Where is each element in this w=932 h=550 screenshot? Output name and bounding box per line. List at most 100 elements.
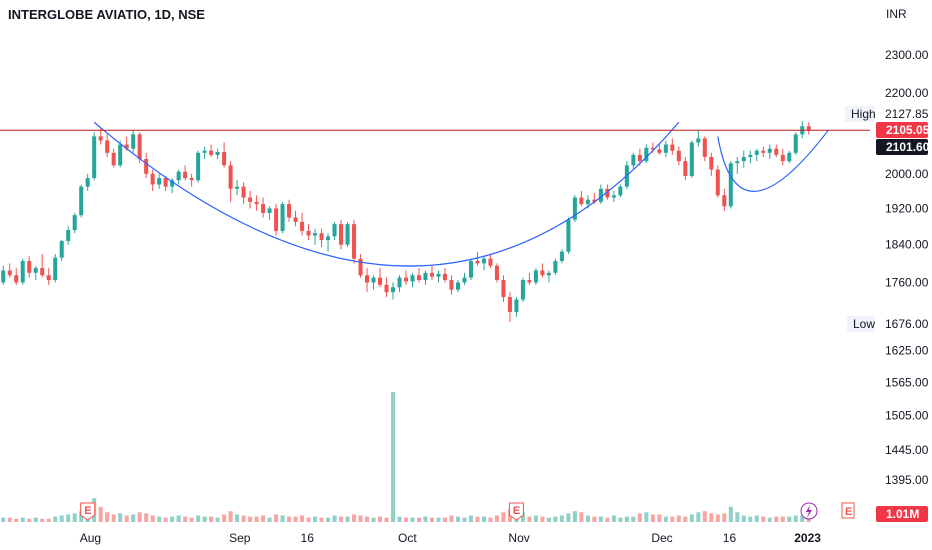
prev-close-tag-bg[interactable] <box>876 139 928 155</box>
y-tick-label: 1920.00 <box>885 201 929 215</box>
x-tick-label: 2023 <box>794 531 821 545</box>
candle-body <box>85 178 90 187</box>
candle-body <box>754 150 759 155</box>
volume-bar <box>352 514 357 522</box>
candle-body <box>650 147 655 150</box>
candle-body <box>715 169 720 196</box>
volume-bar <box>436 517 441 522</box>
candle-body <box>358 258 363 276</box>
volume-bar <box>319 517 324 522</box>
volume-bar <box>274 514 279 522</box>
candle-body <box>572 197 577 220</box>
candle-body <box>410 275 415 282</box>
candle-body <box>345 224 350 245</box>
candle-body <box>46 275 51 281</box>
candle-body <box>261 204 266 213</box>
candle-body <box>481 258 486 264</box>
candle-body <box>501 280 506 298</box>
symbol-title[interactable]: INTERGLOBE AVIATIO, 1D, NSE <box>8 7 205 22</box>
candle-body <box>494 265 499 281</box>
candle-body <box>780 154 785 162</box>
candle-body <box>631 154 636 166</box>
candle-body <box>585 199 590 205</box>
candle-body <box>455 282 460 290</box>
low-label-bg <box>847 316 875 332</box>
volume-bar <box>540 516 545 522</box>
candle-body <box>579 197 584 205</box>
volume-bar <box>170 516 175 522</box>
volume-bar <box>501 512 506 522</box>
volume-bar <box>442 517 447 522</box>
volume-bar <box>624 516 629 522</box>
high-value: 2127.85 <box>885 107 929 121</box>
candle-body <box>72 215 77 231</box>
x-tick-label: Nov <box>508 531 529 545</box>
y-tick-label: 1760.00 <box>885 275 929 289</box>
volume-bar <box>137 512 142 522</box>
volume-bar <box>280 515 285 522</box>
candle-body <box>520 280 525 300</box>
volume-bar <box>189 517 194 522</box>
last-price-tag: 2105.05 <box>886 123 930 137</box>
volume-bar <box>559 515 564 522</box>
candle-body <box>92 136 97 179</box>
candle-body <box>189 178 194 181</box>
candle-body <box>442 273 447 281</box>
candle-body <box>202 150 207 153</box>
volume-bar <box>787 516 792 522</box>
y-tick-label: 1565.00 <box>885 375 929 389</box>
volume-bar <box>144 513 149 522</box>
candle-body <box>735 161 740 164</box>
candle-body <box>767 148 772 153</box>
volume-bar <box>650 514 655 522</box>
candle-body <box>618 186 623 196</box>
volume-bar <box>390 392 396 522</box>
candle-body <box>319 233 324 241</box>
volume-bar <box>1 517 6 522</box>
volume-bar <box>494 515 499 522</box>
volume-bar <box>59 515 64 522</box>
candle-body <box>300 221 305 231</box>
lightning-marker <box>800 502 818 520</box>
volume-bar <box>468 515 473 522</box>
candle-body <box>689 142 694 176</box>
volume-bar <box>631 516 636 522</box>
lightning-glyph <box>806 505 812 518</box>
candle-body <box>657 149 662 153</box>
candle-body <box>209 150 214 155</box>
volume-bar <box>365 516 370 522</box>
volume-bar <box>761 516 766 522</box>
candle-body <box>397 277 402 288</box>
volume-bar <box>618 517 623 522</box>
candle-body <box>748 154 753 157</box>
candle-body <box>163 178 168 187</box>
last-price-tag-bg[interactable] <box>876 122 928 138</box>
candle-body <box>137 134 142 160</box>
candle-body <box>793 134 798 153</box>
candle-body <box>533 270 538 283</box>
candle-body <box>131 134 136 149</box>
volume-bar <box>741 515 746 522</box>
volume-bar <box>124 515 129 522</box>
volume-bar <box>7 517 12 522</box>
volume-bar <box>683 516 688 522</box>
y-tick-label: 1505.00 <box>885 408 929 422</box>
candle-body <box>449 280 454 290</box>
candle-body <box>403 277 409 282</box>
volume-bar <box>105 512 110 522</box>
candle-body <box>527 280 532 283</box>
volume-bar <box>403 517 409 522</box>
candle-body <box>468 260 473 278</box>
earnings-marker: E <box>841 502 855 519</box>
volume-bar <box>293 516 298 522</box>
volume-bar <box>53 516 58 522</box>
volume-bar <box>196 515 201 522</box>
candle-body <box>248 197 253 202</box>
candle-body <box>157 178 162 185</box>
candle-body <box>176 171 181 181</box>
candle-body <box>546 272 551 276</box>
volume-bar <box>79 511 84 522</box>
candle-body <box>741 156 746 162</box>
